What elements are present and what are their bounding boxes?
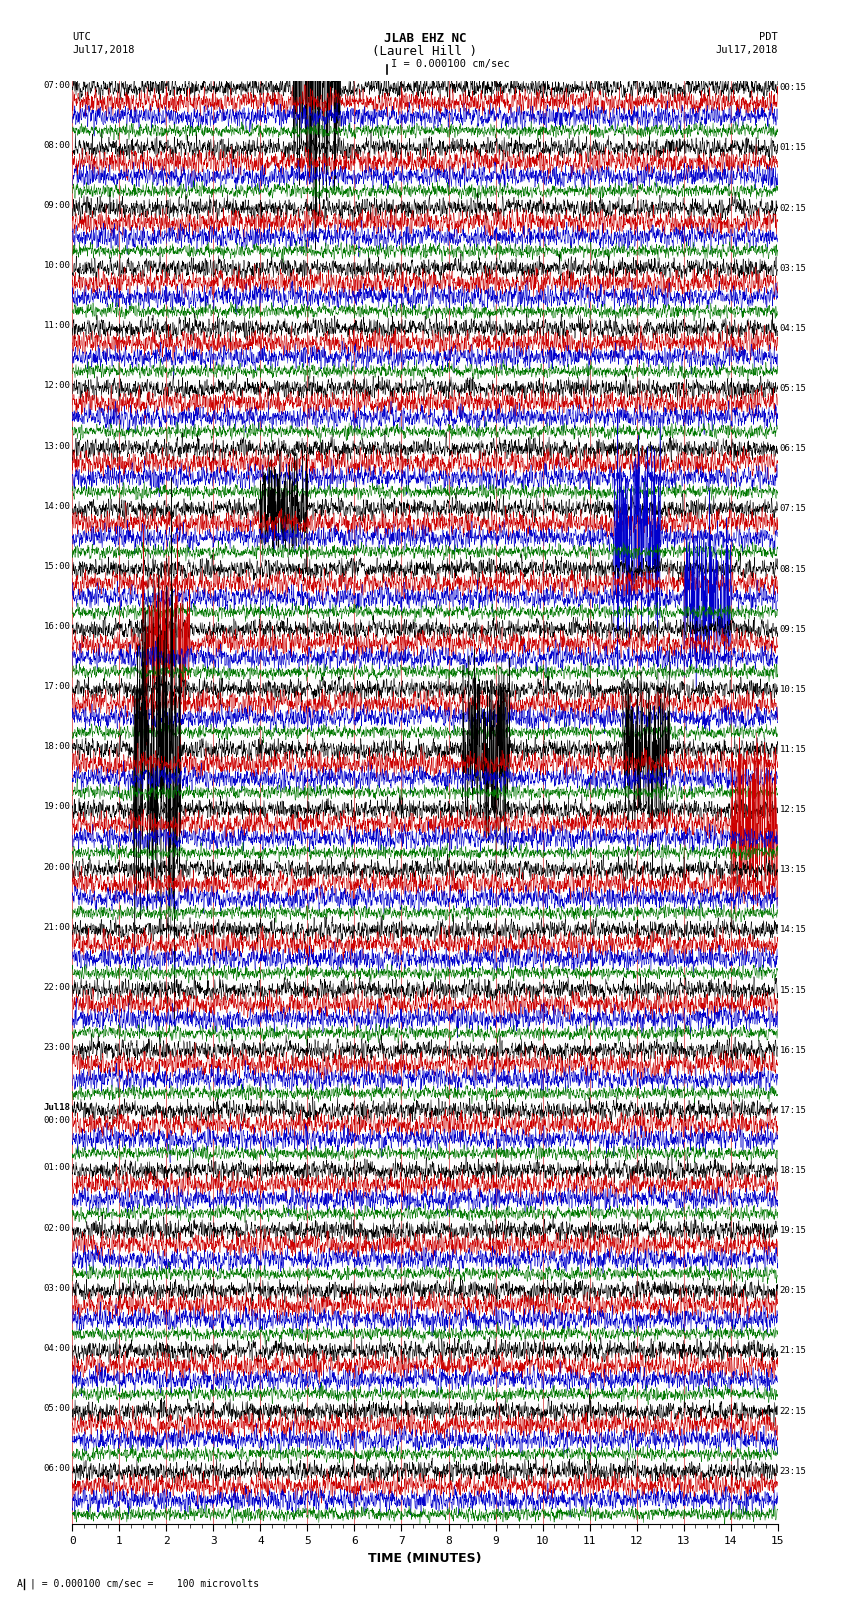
Text: 14:00: 14:00 (43, 502, 71, 511)
Text: 13:15: 13:15 (779, 865, 807, 874)
Text: 10:00: 10:00 (43, 261, 71, 269)
X-axis label: TIME (MINUTES): TIME (MINUTES) (368, 1552, 482, 1565)
Text: 22:15: 22:15 (779, 1407, 807, 1416)
Text: 08:00: 08:00 (43, 140, 71, 150)
Text: 03:15: 03:15 (779, 265, 807, 273)
Text: 07:00: 07:00 (43, 81, 71, 90)
Text: 05:15: 05:15 (779, 384, 807, 394)
Text: Jul17,2018: Jul17,2018 (715, 45, 778, 55)
Text: 04:15: 04:15 (779, 324, 807, 332)
Text: | = 0.000100 cm/sec =    100 microvolts: | = 0.000100 cm/sec = 100 microvolts (30, 1579, 259, 1589)
Text: 12:15: 12:15 (779, 805, 807, 815)
Text: Jul17,2018: Jul17,2018 (72, 45, 135, 55)
Text: 19:00: 19:00 (43, 803, 71, 811)
Text: 22:00: 22:00 (43, 982, 71, 992)
Text: (Laurel Hill ): (Laurel Hill ) (372, 45, 478, 58)
Text: 14:15: 14:15 (779, 926, 807, 934)
Text: 00:00: 00:00 (43, 1116, 71, 1126)
Text: 23:15: 23:15 (779, 1466, 807, 1476)
Text: 20:00: 20:00 (43, 863, 71, 871)
Text: 20:15: 20:15 (779, 1286, 807, 1295)
Text: 23:00: 23:00 (43, 1044, 71, 1052)
Text: 11:00: 11:00 (43, 321, 71, 331)
Text: 15:15: 15:15 (779, 986, 807, 995)
Text: 09:15: 09:15 (779, 624, 807, 634)
Text: 13:00: 13:00 (43, 442, 71, 450)
Text: I = 0.000100 cm/sec: I = 0.000100 cm/sec (391, 60, 510, 69)
Text: 04:00: 04:00 (43, 1344, 71, 1353)
Text: A: A (17, 1579, 23, 1589)
Text: 01:00: 01:00 (43, 1163, 71, 1173)
Text: 03:00: 03:00 (43, 1284, 71, 1292)
Text: JLAB EHZ NC: JLAB EHZ NC (383, 32, 467, 45)
Text: Jul18: Jul18 (43, 1103, 71, 1113)
Text: 18:15: 18:15 (779, 1166, 807, 1174)
Text: 17:00: 17:00 (43, 682, 71, 690)
Text: 15:00: 15:00 (43, 561, 71, 571)
Text: 06:00: 06:00 (43, 1465, 71, 1473)
Text: 21:15: 21:15 (779, 1347, 807, 1355)
Text: 08:15: 08:15 (779, 565, 807, 574)
Text: 00:15: 00:15 (779, 84, 807, 92)
Text: 16:00: 16:00 (43, 623, 71, 631)
Text: 06:15: 06:15 (779, 444, 807, 453)
Text: 02:00: 02:00 (43, 1224, 71, 1232)
Text: 17:15: 17:15 (779, 1107, 807, 1115)
Text: 16:15: 16:15 (779, 1045, 807, 1055)
Text: 11:15: 11:15 (779, 745, 807, 753)
Text: 01:15: 01:15 (779, 144, 807, 153)
Text: 02:15: 02:15 (779, 203, 807, 213)
Text: 07:15: 07:15 (779, 505, 807, 513)
Text: 21:00: 21:00 (43, 923, 71, 932)
Text: PDT: PDT (759, 32, 778, 42)
Text: 12:00: 12:00 (43, 381, 71, 390)
Text: 18:00: 18:00 (43, 742, 71, 752)
Text: 19:15: 19:15 (779, 1226, 807, 1236)
Text: UTC: UTC (72, 32, 91, 42)
Text: 10:15: 10:15 (779, 686, 807, 694)
Text: 05:00: 05:00 (43, 1403, 71, 1413)
Text: 09:00: 09:00 (43, 202, 71, 210)
